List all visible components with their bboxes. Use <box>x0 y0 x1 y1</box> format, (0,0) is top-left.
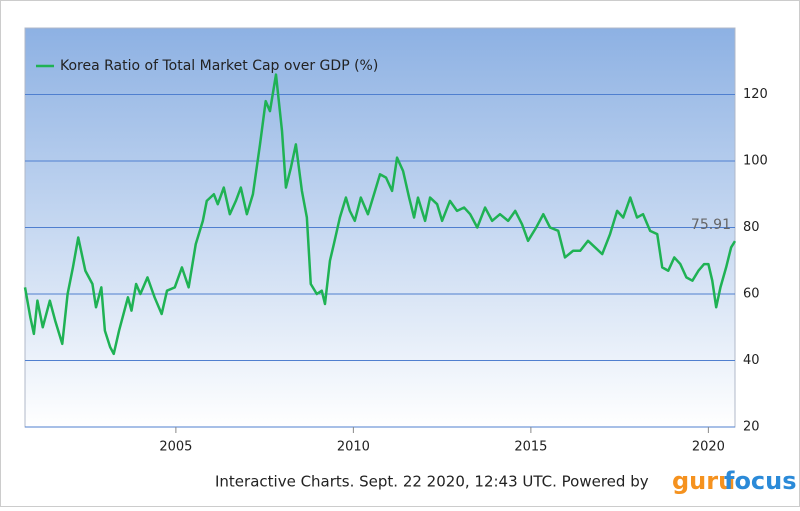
legend-label: Korea Ratio of Total Market Cap over GDP… <box>60 58 378 74</box>
x-tick-label: 2015 <box>514 440 547 455</box>
footer: Interactive Charts. Sept. 22 2020, 12:43… <box>215 473 649 491</box>
y-tick-label: 40 <box>743 353 760 368</box>
x-tick-label: 2010 <box>337 440 370 455</box>
logo-focus: focus <box>724 467 797 495</box>
line <box>23 73 737 356</box>
y-tick-label: 20 <box>743 420 760 435</box>
y-tick-label: 100 <box>743 154 768 169</box>
x-tick-label: 2005 <box>159 440 192 455</box>
x-tick-label: 2020 <box>692 440 725 455</box>
logo-guru: guru <box>672 467 735 495</box>
y-tick-label: 60 <box>743 287 760 302</box>
value-label: 75.91 <box>691 217 731 233</box>
y-tick-label: 120 <box>743 87 768 102</box>
y-tick-label: 80 <box>743 220 760 235</box>
